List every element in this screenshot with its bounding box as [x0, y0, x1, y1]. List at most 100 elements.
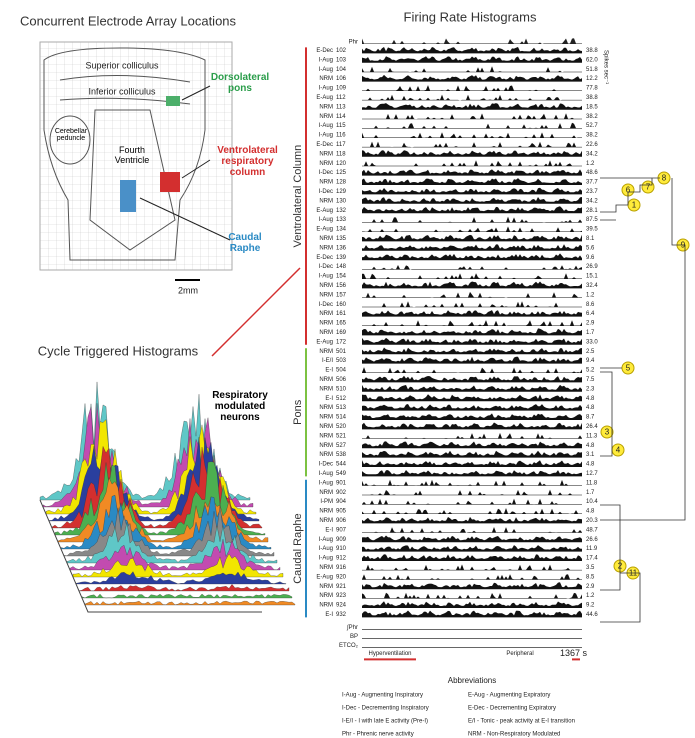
neuron-type: NRM	[319, 104, 333, 110]
trace	[362, 470, 582, 476]
neuron-id: 103	[336, 57, 347, 63]
max-rate: 62.0	[586, 57, 598, 63]
abbreviation: NRM - Non-Respiratory Modulated	[468, 732, 560, 738]
neuron-type: I-E/I	[322, 358, 333, 364]
neuron-id: 912	[336, 556, 347, 562]
trace	[362, 367, 582, 373]
max-rate: 5.2	[586, 368, 595, 374]
trace	[362, 282, 582, 289]
neuron-id: 503	[336, 358, 347, 364]
trace	[362, 113, 582, 119]
trace	[362, 574, 582, 580]
max-rate: 34.2	[586, 151, 598, 157]
label: Inferior colliculus	[88, 86, 156, 96]
neuron-id: 130	[336, 198, 347, 204]
label-box: Respiratory modulated neurons	[205, 390, 275, 440]
label-box: Dorsolateral pons	[205, 72, 275, 102]
neuron-id: 148	[336, 264, 347, 270]
neuron-type: NRM	[319, 565, 333, 571]
group-label: Pons	[292, 399, 304, 425]
neuron-type: NRM	[319, 452, 333, 458]
trace	[362, 75, 582, 82]
abbrev-title: Abbreviations	[448, 676, 496, 685]
trace	[362, 235, 582, 242]
trace	[362, 56, 582, 63]
trace	[362, 394, 582, 401]
neuron-type: NRM	[319, 292, 333, 298]
panel-title: Cycle Triggered Histograms	[38, 343, 199, 358]
label-box: Cerebellar peduncle	[50, 128, 92, 158]
trace	[362, 413, 582, 420]
neuron-id: 104	[336, 67, 347, 73]
label: Superior colliculus	[85, 60, 159, 70]
neuron-id: 527	[336, 443, 347, 449]
max-rate: 4.8	[586, 396, 595, 402]
max-rate: 9.4	[586, 358, 595, 364]
neuron-id: 905	[336, 509, 347, 515]
neuron-id: 172	[336, 339, 347, 345]
label: Caudal Raphe	[220, 232, 270, 254]
neuron-id: 113	[336, 104, 346, 110]
neuron-type: I-Aug	[319, 217, 333, 223]
trace	[362, 433, 582, 439]
max-rate: 38.8	[586, 48, 598, 54]
trace	[362, 66, 582, 72]
trace	[362, 178, 582, 185]
trace	[362, 85, 582, 91]
trace	[362, 244, 582, 251]
duration: 1367 s	[560, 648, 588, 658]
units: Spikes sec⁻¹	[602, 50, 608, 84]
neuron-id: 114	[336, 114, 346, 120]
neuron-id: 910	[336, 546, 347, 552]
trace	[362, 253, 582, 260]
trace	[362, 310, 582, 317]
marker-label: Peripheral	[506, 651, 533, 657]
trace	[362, 123, 582, 129]
trace	[362, 197, 582, 204]
neuron-id: 112	[336, 95, 346, 101]
neuron-id: 906	[336, 518, 347, 524]
trace	[362, 601, 582, 608]
neuron-type: NRM	[319, 236, 333, 242]
neuron-id: 109	[336, 86, 347, 92]
max-rate: 12.2	[586, 76, 598, 82]
neuron-type: NRM	[319, 330, 333, 336]
trace	[362, 265, 582, 270]
neuron-type: E-I	[325, 527, 333, 533]
trace	[362, 217, 582, 223]
max-rate: 6.4	[586, 311, 595, 317]
neuron-type: NRM	[319, 114, 333, 120]
neuron-type: NRM	[319, 377, 333, 383]
max-rate: 3.5	[586, 565, 595, 571]
neuron-id: 169	[336, 330, 347, 336]
trace	[362, 564, 582, 570]
label: Fourth Ventricle	[112, 145, 152, 165]
max-rate: 4.8	[586, 443, 595, 449]
neuron-type: NRM	[319, 180, 333, 186]
trace	[362, 545, 582, 552]
trace	[362, 47, 582, 53]
neuron-type: NRM	[319, 603, 333, 609]
max-rate: 3.1	[586, 452, 595, 458]
max-rate: 11.3	[586, 433, 598, 439]
neuron-type: E-Aug	[316, 95, 333, 101]
neuron-id: 118	[336, 151, 346, 157]
neuron-type: NRM	[319, 349, 333, 355]
neuron-id: 909	[336, 537, 347, 543]
max-rate: 4.8	[586, 509, 595, 515]
neuron-type: NRM	[319, 283, 333, 289]
max-rate: 26.9	[586, 264, 598, 270]
cluster-label: 3	[605, 428, 610, 437]
max-rate: 1.2	[586, 161, 595, 167]
max-rate: 87.5	[586, 217, 598, 223]
group-label: Caudal Raphe	[292, 513, 304, 583]
trace	[362, 527, 582, 533]
scale-label: 2mm	[178, 285, 198, 295]
trace	[362, 508, 582, 514]
neuron-type: I-Aug	[319, 480, 333, 486]
abbreviation: E/I - Tonic - peak activity at E-I trans…	[468, 719, 575, 725]
trace-label: ETCO₂	[339, 643, 359, 649]
neuron-id: 504	[336, 368, 347, 374]
trace-label: ∫Phr	[346, 624, 358, 631]
max-rate: 1.2	[586, 292, 595, 298]
